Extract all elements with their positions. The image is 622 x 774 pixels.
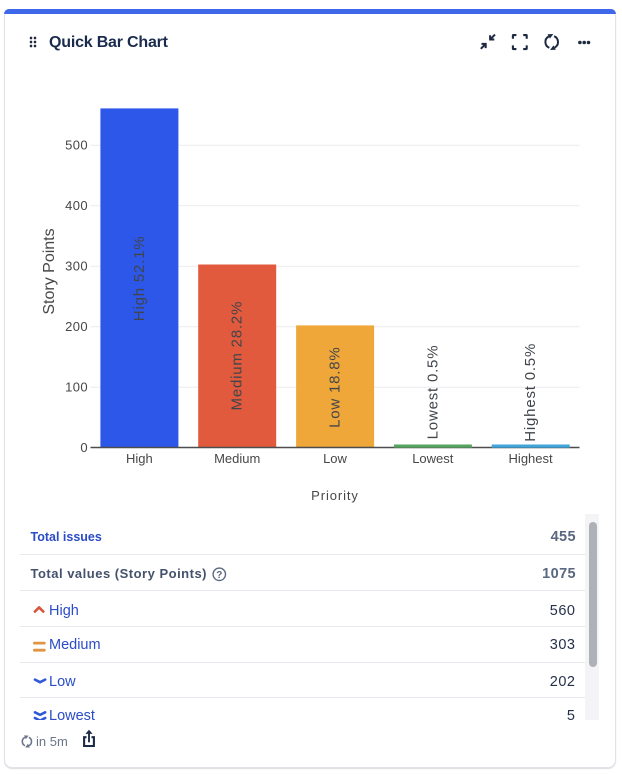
svg-text:High 52.1%: High 52.1% xyxy=(131,236,148,322)
svg-text:Lowest 0.5%: Lowest 0.5% xyxy=(424,345,441,440)
svg-text:100: 100 xyxy=(65,380,88,395)
svg-text:?: ? xyxy=(216,570,222,581)
svg-text:Highest: Highest xyxy=(509,451,553,466)
svg-text:Lowest: Lowest xyxy=(412,451,454,466)
svg-text:Medium: Medium xyxy=(214,451,260,466)
svg-text:0: 0 xyxy=(80,440,88,455)
svg-text:High: High xyxy=(126,451,153,466)
svg-text:Low: Low xyxy=(323,451,347,466)
svg-text:Story Points: Story Points xyxy=(41,228,58,314)
svg-text:400: 400 xyxy=(65,198,88,213)
svg-text:300: 300 xyxy=(65,259,88,274)
svg-text:Low 18.8%: Low 18.8% xyxy=(327,346,344,427)
svg-text:500: 500 xyxy=(65,138,88,153)
svg-text:Priority: Priority xyxy=(311,488,359,503)
svg-text:Highest 0.5%: Highest 0.5% xyxy=(522,343,539,442)
svg-text:200: 200 xyxy=(65,319,88,334)
svg-text:Medium 28.2%: Medium 28.2% xyxy=(229,301,246,411)
